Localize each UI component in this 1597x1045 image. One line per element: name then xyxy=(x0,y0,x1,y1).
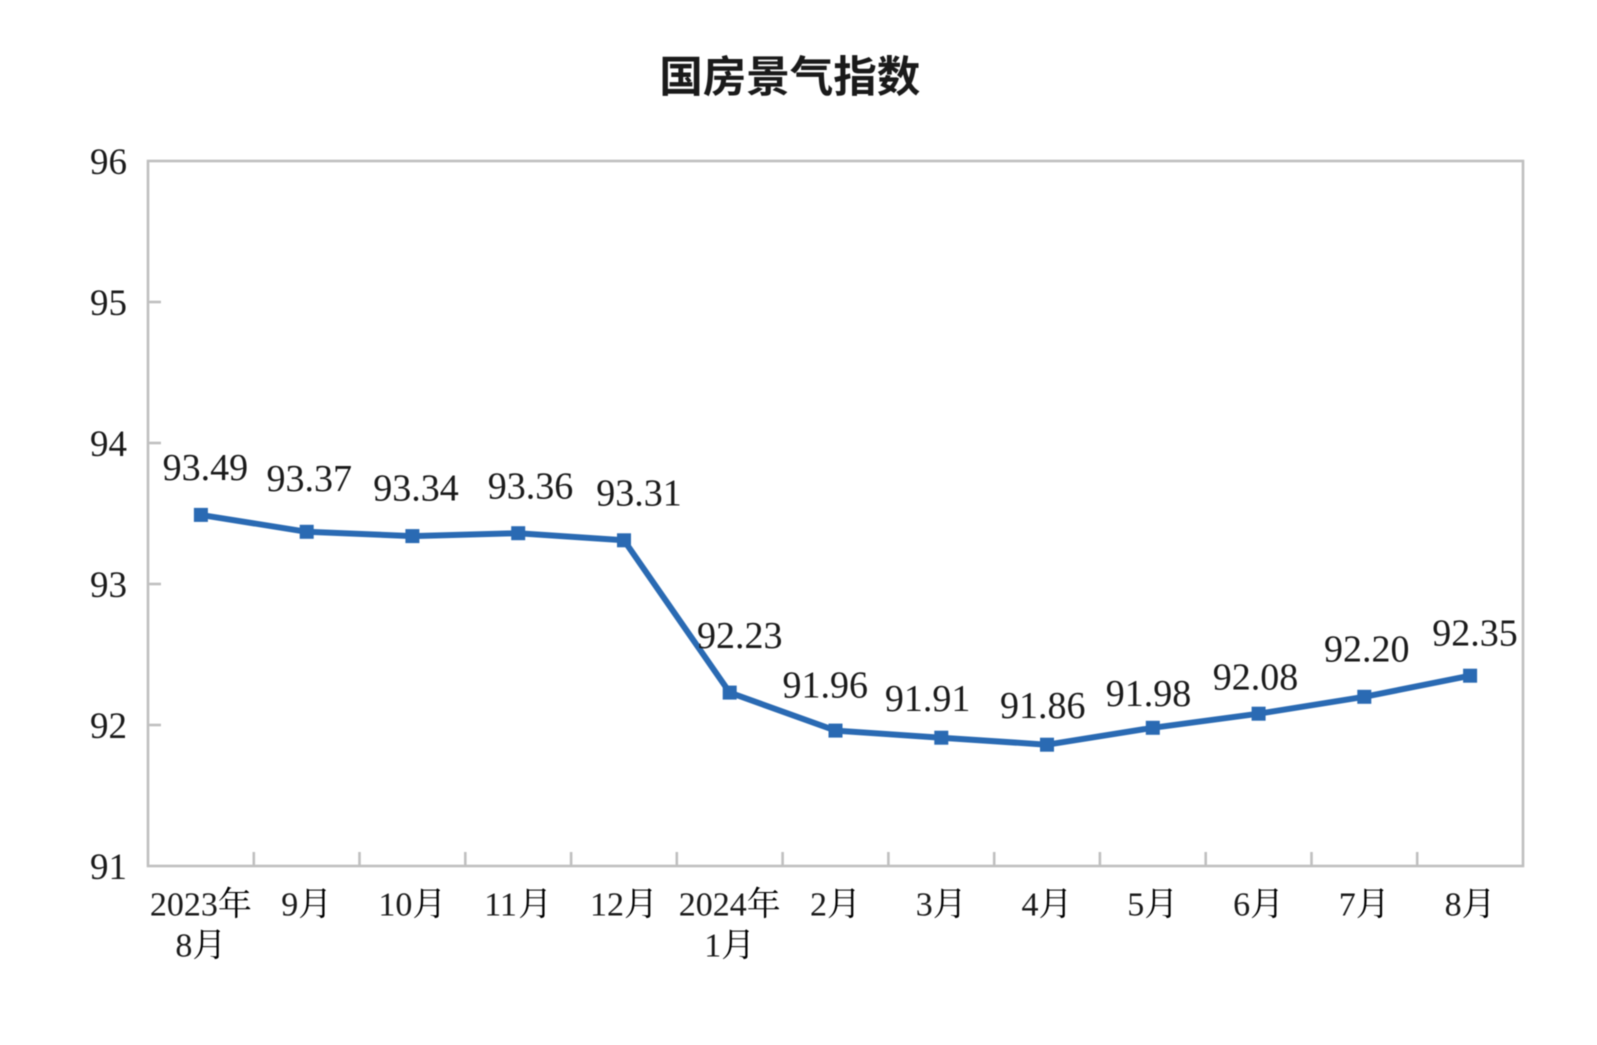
svg-text:2023: 2023 xyxy=(150,887,218,924)
svg-text:93: 93 xyxy=(90,565,127,606)
svg-text:2: 2 xyxy=(810,887,827,924)
svg-text:93.37: 93.37 xyxy=(266,458,352,500)
svg-text:5: 5 xyxy=(1127,887,1144,924)
svg-text:93.36: 93.36 xyxy=(488,466,574,508)
svg-text:92.23: 92.23 xyxy=(697,615,783,657)
svg-text:11: 11 xyxy=(484,887,517,924)
svg-text:96: 96 xyxy=(90,142,127,183)
svg-text:94: 94 xyxy=(90,424,127,465)
svg-text:4: 4 xyxy=(1022,887,1039,924)
svg-text:93.31: 93.31 xyxy=(596,472,682,514)
svg-text:10: 10 xyxy=(378,887,412,924)
svg-text:93.49: 93.49 xyxy=(163,447,249,489)
svg-text:2024: 2024 xyxy=(679,887,747,924)
svg-text:91.91: 91.91 xyxy=(885,678,971,720)
svg-text:7: 7 xyxy=(1339,887,1356,924)
svg-text:12: 12 xyxy=(590,887,624,924)
svg-text:95: 95 xyxy=(90,283,127,324)
svg-text:93.34: 93.34 xyxy=(373,467,459,509)
svg-text:9: 9 xyxy=(281,887,298,924)
svg-text:91.98: 91.98 xyxy=(1106,673,1192,715)
svg-text:92.35: 92.35 xyxy=(1432,613,1518,655)
svg-text:6: 6 xyxy=(1233,887,1250,924)
svg-text:91.96: 91.96 xyxy=(782,665,868,707)
svg-text:91.86: 91.86 xyxy=(1000,685,1086,727)
svg-text:8: 8 xyxy=(175,928,192,965)
svg-text:1: 1 xyxy=(704,928,721,965)
svg-text:8: 8 xyxy=(1445,887,1462,924)
svg-text:91: 91 xyxy=(90,847,127,888)
svg-text:92.08: 92.08 xyxy=(1213,657,1299,699)
svg-text:92: 92 xyxy=(90,706,127,747)
svg-text:3: 3 xyxy=(916,887,933,924)
svg-text:92.20: 92.20 xyxy=(1324,629,1410,671)
